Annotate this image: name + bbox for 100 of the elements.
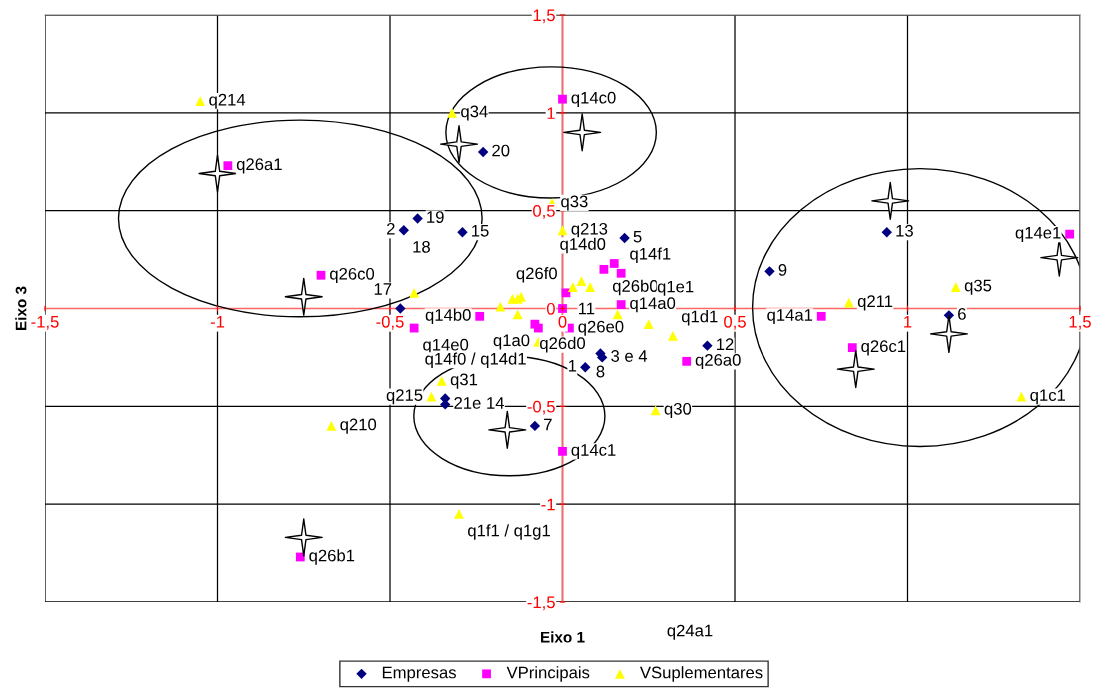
point	[398, 225, 409, 236]
point	[454, 509, 464, 519]
point	[816, 311, 826, 321]
annotation: 6	[958, 308, 966, 320]
annotation: 9	[778, 264, 787, 276]
annotation: q14c1	[571, 444, 616, 460]
annotation: q33	[561, 195, 588, 211]
point	[412, 213, 423, 224]
point	[580, 362, 591, 373]
annotation: q1c1	[1030, 389, 1066, 405]
annotation: q1e1	[657, 280, 694, 296]
text: q24a1	[667, 624, 713, 640]
point	[643, 319, 654, 330]
annotation: q31	[450, 373, 478, 389]
point	[702, 340, 713, 351]
point	[847, 343, 857, 353]
annotation: q215	[386, 389, 423, 405]
point	[609, 259, 619, 268]
point	[447, 107, 458, 118]
annotation: q1a0	[493, 334, 530, 350]
annotation: 7	[544, 418, 552, 431]
annotation: q14a1	[767, 309, 813, 325]
point	[576, 276, 587, 287]
annotation: q1f1 / q1g1	[468, 524, 550, 540]
annotation: q14b0	[425, 308, 471, 325]
annotation: q214	[209, 93, 246, 109]
annotation: q213	[571, 222, 608, 238]
annotation: q26c1	[861, 340, 906, 356]
point	[612, 309, 623, 320]
point	[871, 181, 910, 220]
annotation: q26e0	[578, 320, 624, 336]
legend-label: VSuplementares	[639, 666, 763, 682]
x-tick-label: -1,5	[31, 316, 59, 330]
x-tick-label: 1	[904, 316, 912, 328]
point	[567, 282, 578, 292]
point	[409, 287, 420, 298]
point	[533, 323, 543, 333]
annotation: q26b1	[309, 549, 355, 565]
annotation: 13	[896, 224, 913, 237]
annotation: q14f1	[630, 247, 671, 263]
y-tick-label: -0,5	[527, 400, 555, 415]
point	[557, 225, 568, 236]
annotation: q26b0	[612, 279, 658, 296]
legend-label: Empresas	[382, 666, 456, 682]
point	[1065, 229, 1075, 239]
point	[326, 420, 337, 431]
x-tick-label: -0,5	[376, 315, 404, 330]
annotation: q14c0	[571, 91, 616, 107]
point	[223, 161, 233, 171]
annotation: 21e 14	[454, 397, 505, 409]
annotation: q26d0	[540, 336, 586, 353]
y-tick-label: -1	[541, 498, 555, 511]
annotation: 3 e 4	[611, 350, 648, 362]
annotation: q14f0 / q14d1	[425, 352, 526, 369]
annotation: q26f0	[516, 267, 557, 283]
annotation: 8	[596, 365, 605, 378]
annotation: q14d0	[560, 237, 606, 254]
point	[558, 94, 567, 104]
annotation: q14e0	[423, 338, 469, 354]
point	[436, 375, 447, 386]
annotation: 17	[374, 283, 392, 295]
point	[599, 264, 609, 274]
x-tick-label: -1	[210, 316, 225, 328]
point	[457, 226, 468, 238]
x-tick-label: 1,5	[1069, 316, 1091, 330]
annotation: q14a0	[630, 297, 676, 313]
point	[477, 146, 489, 158]
annotation: q26a0	[695, 354, 741, 370]
point	[764, 266, 775, 277]
point	[881, 226, 892, 238]
point	[1016, 391, 1027, 402]
y-tick-label: 0,5	[533, 205, 555, 219]
annotation: 20	[492, 144, 510, 157]
point	[495, 301, 506, 312]
point	[316, 270, 326, 280]
point	[616, 268, 626, 278]
point	[395, 303, 406, 314]
point	[682, 356, 692, 366]
point	[558, 446, 567, 456]
annotation: q26c0	[330, 267, 375, 283]
annotation: q14e1	[1015, 226, 1061, 242]
annotation: q26a1	[236, 158, 282, 174]
y-tick-label: 1	[547, 107, 555, 119]
annotation: 2	[387, 222, 395, 235]
point	[563, 113, 602, 152]
annotation: q35	[964, 279, 992, 295]
y-tick-label: -1,5	[527, 596, 555, 611]
annotation: q210	[340, 418, 377, 434]
point	[843, 297, 854, 308]
annotation: 1	[568, 360, 577, 372]
y-tick-label: 0	[546, 302, 555, 315]
annotation: 11	[579, 302, 595, 315]
point	[409, 323, 419, 333]
point	[426, 391, 437, 402]
point	[616, 300, 626, 309]
annotation: q1d1	[681, 310, 718, 326]
point	[195, 96, 206, 106]
legend-label: VPrincipais	[506, 666, 590, 682]
annotation: q211	[857, 295, 893, 311]
y-axis-title: Eixo 3	[15, 286, 27, 330]
